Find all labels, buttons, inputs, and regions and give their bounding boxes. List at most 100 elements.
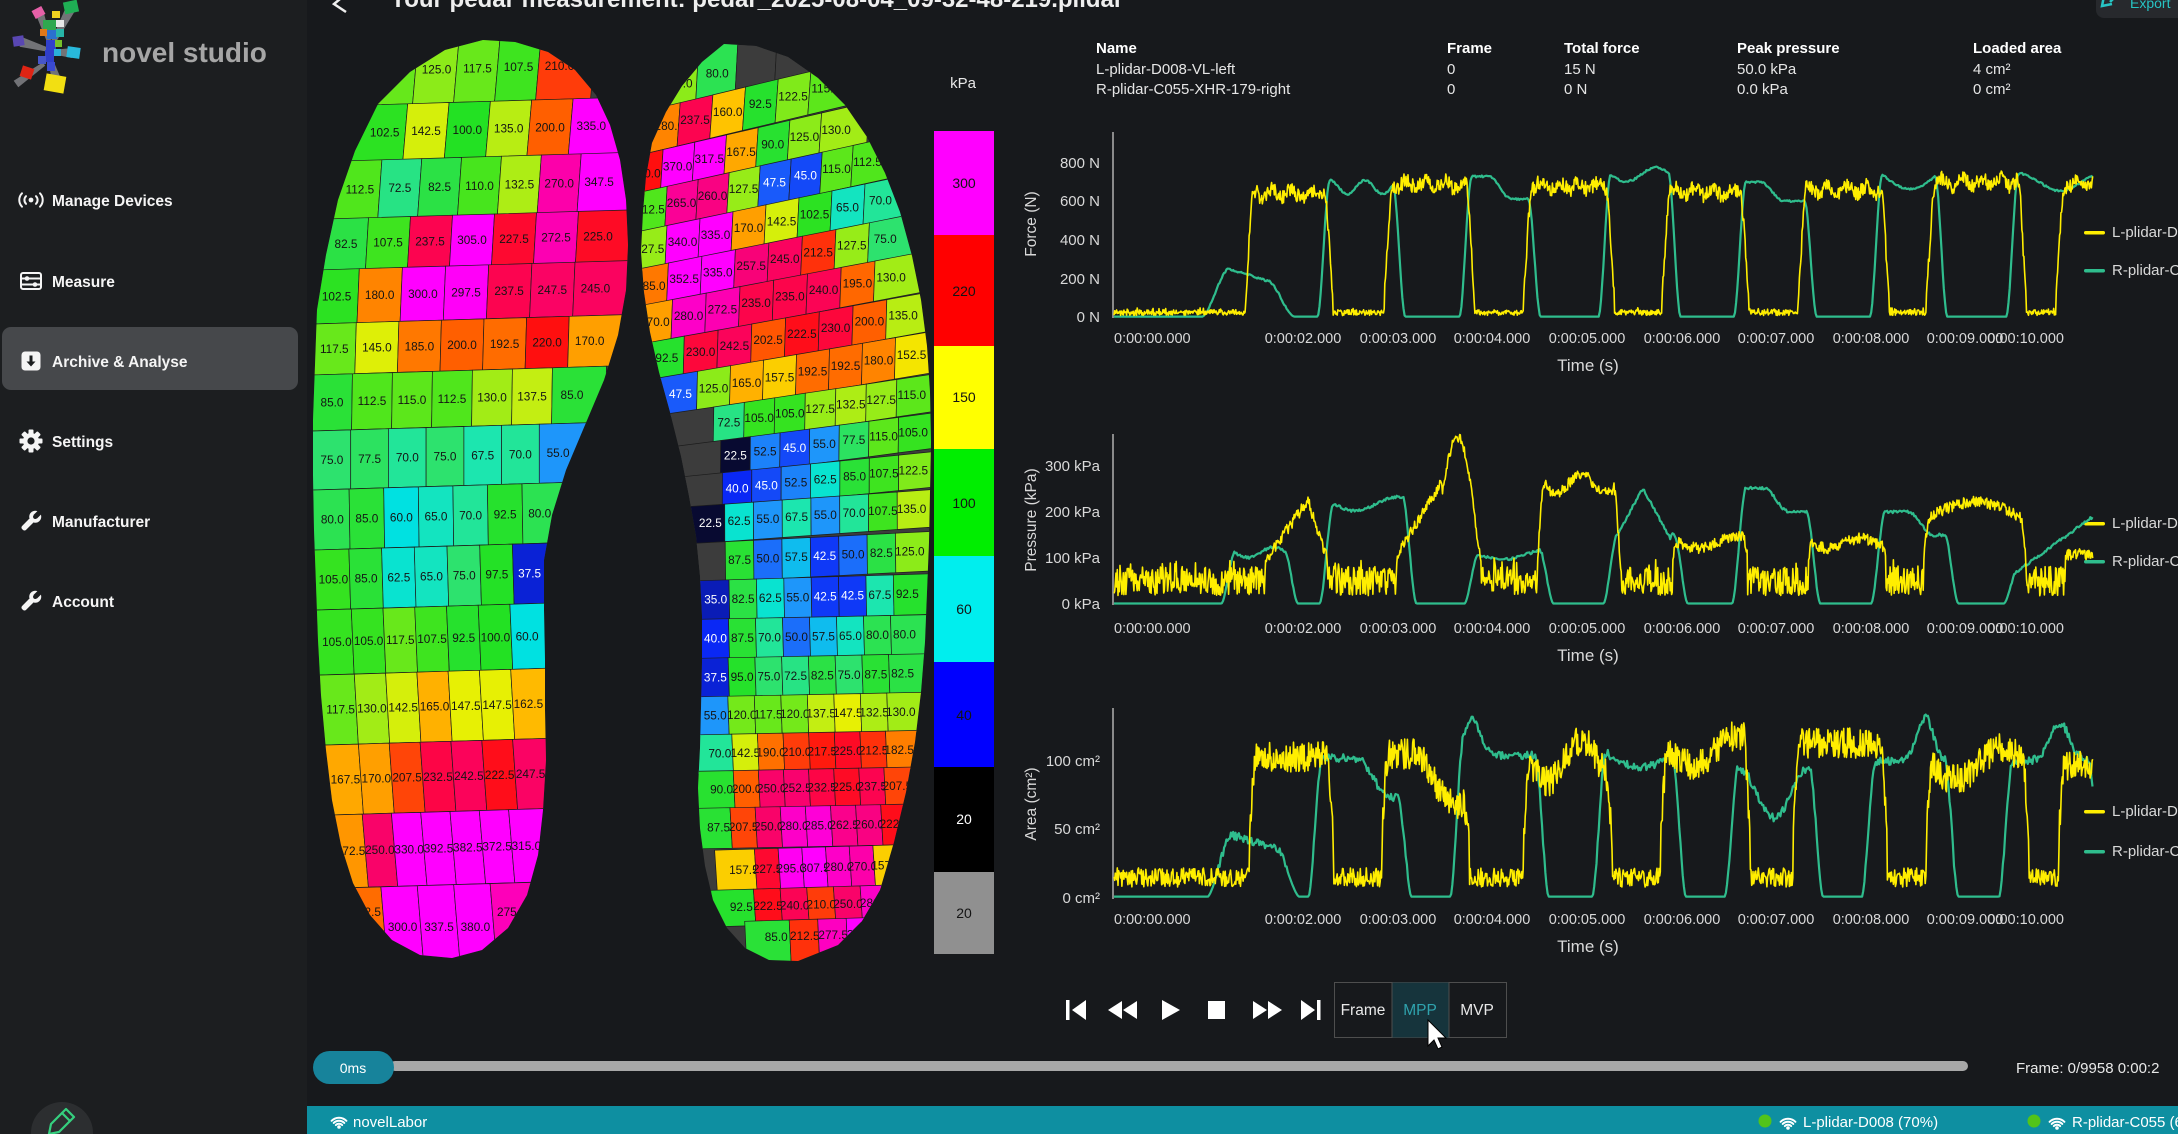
svg-text:45.0: 45.0 (794, 169, 817, 183)
svg-text:125.0: 125.0 (699, 382, 729, 396)
svg-text:132.5: 132.5 (836, 397, 866, 411)
svg-text:200 kPa: 200 kPa (1045, 504, 1101, 521)
svg-text:67.5: 67.5 (471, 448, 494, 462)
svg-text:0:00:07.000: 0:00:07.000 (1738, 331, 1815, 347)
svg-text:130.0: 130.0 (477, 391, 507, 405)
svg-text:192.5: 192.5 (831, 359, 861, 373)
svg-text:0:00:03.000: 0:00:03.000 (1360, 912, 1437, 928)
svg-text:0:00:02.000: 0:00:02.000 (1265, 912, 1342, 928)
svg-text:217.5: 217.5 (808, 744, 838, 758)
svg-text:247.5: 247.5 (538, 283, 568, 297)
svg-text:87.5: 87.5 (728, 553, 751, 567)
svg-text:300: 300 (952, 175, 976, 191)
svg-text:0:00:10.000: 0:00:10.000 (1987, 331, 2064, 347)
svg-text:0: 0 (1447, 81, 1455, 98)
svg-text:130.0: 130.0 (357, 702, 387, 716)
svg-text:55.0: 55.0 (704, 709, 727, 723)
svg-text:50 cm²: 50 cm² (1054, 821, 1100, 838)
svg-text:220: 220 (952, 283, 976, 299)
svg-text:127.5: 127.5 (805, 402, 835, 416)
svg-text:230.0: 230.0 (821, 321, 851, 335)
svg-text:240.0: 240.0 (809, 283, 839, 297)
svg-text:70.0: 70.0 (509, 447, 532, 461)
svg-text:130.0: 130.0 (886, 705, 916, 719)
svg-text:105.0: 105.0 (775, 407, 805, 421)
svg-text:262.5: 262.5 (829, 818, 859, 832)
svg-text:0:00:02.000: 0:00:02.000 (1265, 621, 1342, 637)
svg-text:317.5: 317.5 (695, 152, 725, 166)
svg-text:122.5: 122.5 (778, 89, 808, 103)
svg-text:125.0: 125.0 (895, 545, 925, 559)
svg-text:42.5: 42.5 (841, 589, 864, 603)
svg-text:225.0: 225.0 (832, 780, 862, 794)
svg-text:127.5: 127.5 (635, 242, 665, 256)
svg-text:330.0: 330.0 (394, 842, 424, 856)
svg-text:210.0: 210.0 (782, 745, 812, 759)
svg-text:65.0: 65.0 (836, 200, 859, 214)
svg-text:170.0: 170.0 (734, 221, 764, 235)
svg-text:207.5: 207.5 (729, 820, 759, 834)
svg-text:105.0: 105.0 (322, 635, 352, 649)
svg-text:87.5: 87.5 (707, 820, 730, 834)
svg-text:Pressure (kPa): Pressure (kPa) (1023, 468, 1040, 571)
svg-text:335.0: 335.0 (703, 265, 733, 279)
svg-text:370.0: 370.0 (663, 159, 693, 173)
svg-text:125.0: 125.0 (790, 130, 820, 144)
svg-text:220.0: 220.0 (532, 336, 562, 350)
svg-text:315.0: 315.0 (512, 839, 542, 853)
svg-text:45.0: 45.0 (783, 441, 806, 455)
svg-text:92.5: 92.5 (452, 631, 475, 645)
svg-text:207.5: 207.5 (392, 771, 422, 785)
svg-text:MVP: MVP (1460, 1002, 1494, 1019)
svg-text:297.5: 297.5 (451, 286, 481, 300)
svg-text:50.0: 50.0 (842, 547, 865, 561)
svg-text:100 kPa: 100 kPa (1045, 550, 1101, 567)
svg-text:80.0: 80.0 (866, 628, 889, 642)
svg-text:192.5: 192.5 (490, 337, 520, 351)
svg-text:55.0: 55.0 (814, 508, 837, 522)
svg-text:112.5: 112.5 (438, 392, 467, 406)
svg-text:257.5: 257.5 (736, 259, 766, 273)
svg-text:115.0: 115.0 (822, 162, 851, 176)
svg-text:122.5: 122.5 (899, 464, 929, 478)
svg-text:150: 150 (952, 389, 976, 405)
svg-text:55.0: 55.0 (813, 437, 836, 451)
svg-text:40.0: 40.0 (704, 632, 727, 646)
svg-text:600 N: 600 N (1060, 193, 1100, 210)
svg-text:75.0: 75.0 (453, 569, 476, 583)
svg-text:222.5: 222.5 (787, 327, 817, 341)
svg-text:R-plidar-C055 (60%): R-plidar-C055 (60%) (2072, 1114, 2178, 1131)
svg-text:0:00:06.000: 0:00:06.000 (1644, 331, 1721, 347)
svg-text:167.5: 167.5 (331, 773, 361, 787)
svg-text:270.0: 270.0 (848, 859, 878, 873)
svg-text:87.5: 87.5 (731, 631, 754, 645)
svg-text:237.5: 237.5 (415, 234, 445, 248)
svg-text:112.5: 112.5 (358, 394, 387, 408)
svg-text:77.5: 77.5 (842, 433, 865, 447)
svg-text:67.5: 67.5 (785, 510, 808, 524)
svg-text:82.5: 82.5 (870, 546, 893, 560)
svg-text:105.0: 105.0 (319, 573, 349, 587)
svg-text:72.5: 72.5 (388, 181, 411, 195)
svg-text:200.0: 200.0 (447, 338, 477, 352)
svg-text:185.0: 185.0 (405, 339, 435, 353)
svg-text:20: 20 (956, 905, 972, 921)
svg-text:347.5: 347.5 (584, 175, 614, 189)
svg-text:0:00:04.000: 0:00:04.000 (1454, 621, 1531, 637)
svg-text:47.5: 47.5 (763, 175, 786, 189)
svg-text:82.5: 82.5 (891, 667, 914, 681)
svg-text:227.5: 227.5 (499, 232, 529, 246)
svg-text:22.5: 22.5 (699, 516, 722, 530)
svg-text:305.0: 305.0 (457, 233, 487, 247)
svg-text:132.5: 132.5 (859, 705, 889, 719)
svg-text:novelLabor: novelLabor (353, 1114, 427, 1131)
svg-text:235.0: 235.0 (741, 296, 771, 310)
svg-text:95.0: 95.0 (731, 670, 754, 684)
svg-text:L-plidar-D008 (70%): L-plidar-D008 (70%) (1803, 1114, 1938, 1131)
svg-text:72.5: 72.5 (717, 416, 740, 430)
svg-text:42.5: 42.5 (814, 589, 837, 603)
svg-text:165.0: 165.0 (420, 700, 450, 714)
svg-text:800 N: 800 N (1060, 155, 1100, 172)
svg-text:92.5: 92.5 (749, 97, 772, 111)
svg-text:117.5: 117.5 (754, 707, 783, 721)
